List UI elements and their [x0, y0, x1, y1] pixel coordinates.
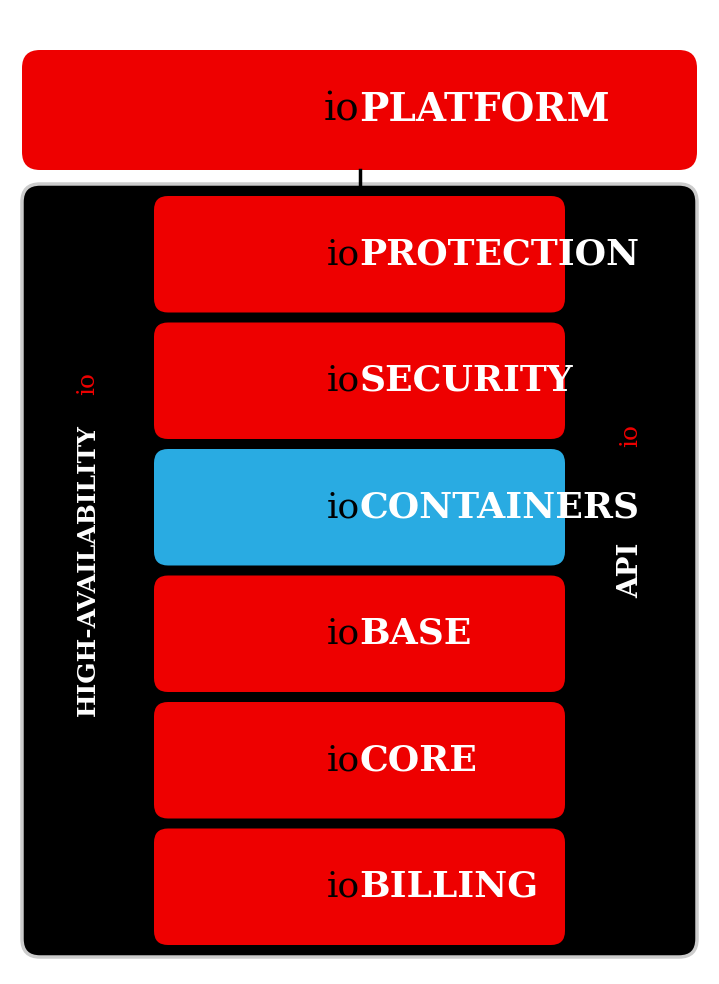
- Text: CONTAINERS: CONTAINERS: [360, 490, 639, 524]
- Text: PLATFORM: PLATFORM: [360, 91, 610, 129]
- Text: io: io: [326, 490, 360, 524]
- Text: io: io: [326, 870, 360, 903]
- Text: io: io: [326, 237, 360, 272]
- Text: BILLING: BILLING: [360, 870, 539, 903]
- Text: SECURITY: SECURITY: [360, 364, 573, 398]
- FancyBboxPatch shape: [154, 702, 565, 819]
- Text: io: io: [326, 743, 360, 777]
- Text: PROTECTION: PROTECTION: [360, 237, 640, 272]
- Text: io: io: [620, 424, 643, 447]
- FancyBboxPatch shape: [154, 829, 565, 945]
- FancyBboxPatch shape: [22, 50, 697, 170]
- Text: io: io: [76, 372, 99, 395]
- Text: HIGH-AVAILABILITY: HIGH-AVAILABILITY: [76, 424, 100, 716]
- FancyBboxPatch shape: [22, 184, 697, 957]
- FancyBboxPatch shape: [154, 449, 565, 566]
- Text: io: io: [326, 364, 360, 398]
- FancyBboxPatch shape: [154, 576, 565, 692]
- FancyBboxPatch shape: [577, 196, 685, 945]
- Text: io: io: [324, 92, 360, 129]
- Text: API: API: [618, 543, 644, 598]
- FancyBboxPatch shape: [154, 196, 565, 313]
- FancyBboxPatch shape: [154, 323, 565, 439]
- Text: BASE: BASE: [360, 617, 472, 650]
- Text: CORE: CORE: [360, 743, 477, 777]
- FancyBboxPatch shape: [34, 196, 142, 945]
- Text: io: io: [326, 617, 360, 650]
